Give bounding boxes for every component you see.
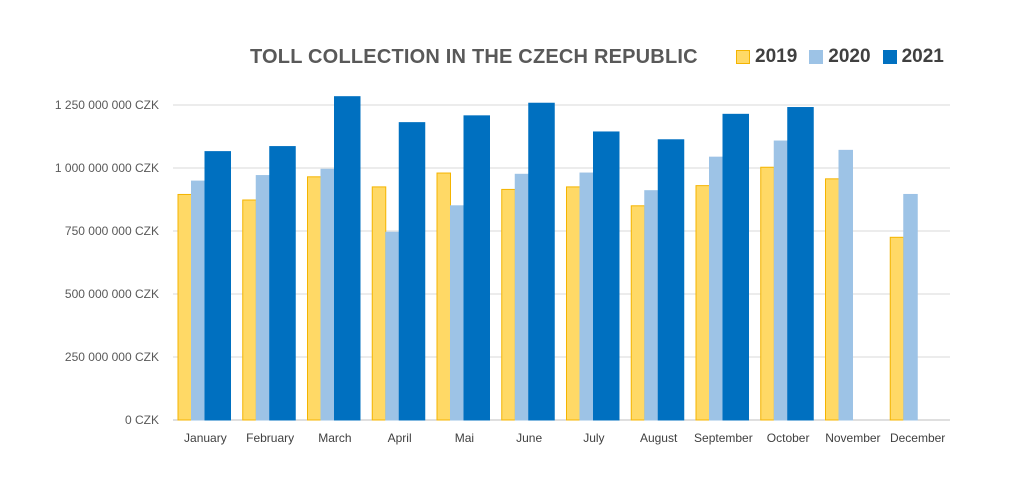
- bar-2019-november: [825, 178, 840, 421]
- bar-2021-april: [398, 122, 426, 421]
- bar-2019-august: [630, 205, 646, 421]
- bar-2020-january: [191, 180, 206, 421]
- bar-2021-march: [334, 96, 361, 421]
- chart-title: TOLL COLLECTION IN THE CZECH REPUBLIC: [250, 46, 698, 68]
- bar-2019-january: [177, 193, 192, 421]
- chart-legend: 2019 2020 2021: [736, 46, 956, 68]
- bar-2019-october: [760, 166, 775, 421]
- bar-2019-december: [889, 236, 905, 421]
- legend-label-2020: 2020: [828, 46, 871, 67]
- y-tick-label: 1 000 000 000 CZK: [55, 161, 159, 175]
- y-tick-label: 250 000 000 CZK: [65, 350, 159, 364]
- x-tick-label: April: [388, 431, 412, 445]
- bar-2020-november: [838, 149, 853, 421]
- bar-2019-july: [566, 186, 581, 421]
- y-tick-label: 500 000 000 CZK: [65, 287, 159, 301]
- x-tick-label: June: [516, 431, 542, 445]
- x-tick-label: September: [694, 431, 753, 445]
- bar-2020-march: [320, 168, 335, 421]
- bar-2019-february: [242, 199, 257, 421]
- bar-2020-mai: [450, 205, 465, 421]
- bar-2020-april: [385, 231, 400, 421]
- x-tick-label: December: [890, 431, 945, 445]
- y-tick-label: 1 250 000 000 CZK: [55, 98, 159, 112]
- legend-item-2020: 2020: [809, 46, 871, 68]
- x-tick-label: July: [583, 431, 604, 445]
- bar-2019-april: [371, 186, 387, 421]
- bar-2020-july: [579, 172, 594, 421]
- bar-2021-august: [657, 139, 685, 421]
- bar-2020-october: [773, 140, 789, 421]
- x-tick-label: February: [246, 431, 294, 445]
- legend-swatch-2020: [809, 50, 824, 64]
- bar-2020-december: [903, 193, 918, 421]
- bar-2021-june: [528, 102, 555, 421]
- y-tick-label: 750 000 000 CZK: [65, 224, 159, 238]
- legend-item-2021: 2021: [882, 46, 944, 68]
- bar-2020-august: [644, 190, 659, 421]
- bar-2020-june: [514, 173, 530, 421]
- x-tick-label: March: [318, 431, 351, 445]
- legend-label-2021: 2021: [901, 46, 944, 67]
- legend-item-2019: 2019: [736, 46, 797, 68]
- x-tick-label: October: [767, 431, 810, 445]
- bar-2021-february: [269, 146, 296, 421]
- bar-2021-mai: [463, 115, 490, 421]
- x-tick-label: January: [184, 431, 227, 445]
- bar-2021-july: [593, 131, 620, 421]
- bar-2021-january: [204, 151, 231, 421]
- bar-2021-september: [722, 113, 749, 421]
- x-tick-label: Mai: [455, 431, 474, 445]
- bar-2019-september: [695, 185, 710, 421]
- x-tick-label: August: [640, 431, 678, 445]
- y-tick-label: 0 CZK: [125, 413, 159, 427]
- bar-2019-march: [307, 176, 322, 421]
- legend-swatch-2021: [882, 50, 897, 64]
- bar-2019-june: [501, 188, 516, 421]
- bar-2021-october: [787, 107, 814, 421]
- legend-swatch-2019: [736, 50, 750, 64]
- bar-2020-september: [709, 156, 724, 421]
- legend-label-2019: 2019: [755, 46, 798, 67]
- x-tick-label: November: [825, 431, 880, 445]
- bar-2019-mai: [436, 172, 451, 421]
- bar-2020-february: [255, 175, 271, 421]
